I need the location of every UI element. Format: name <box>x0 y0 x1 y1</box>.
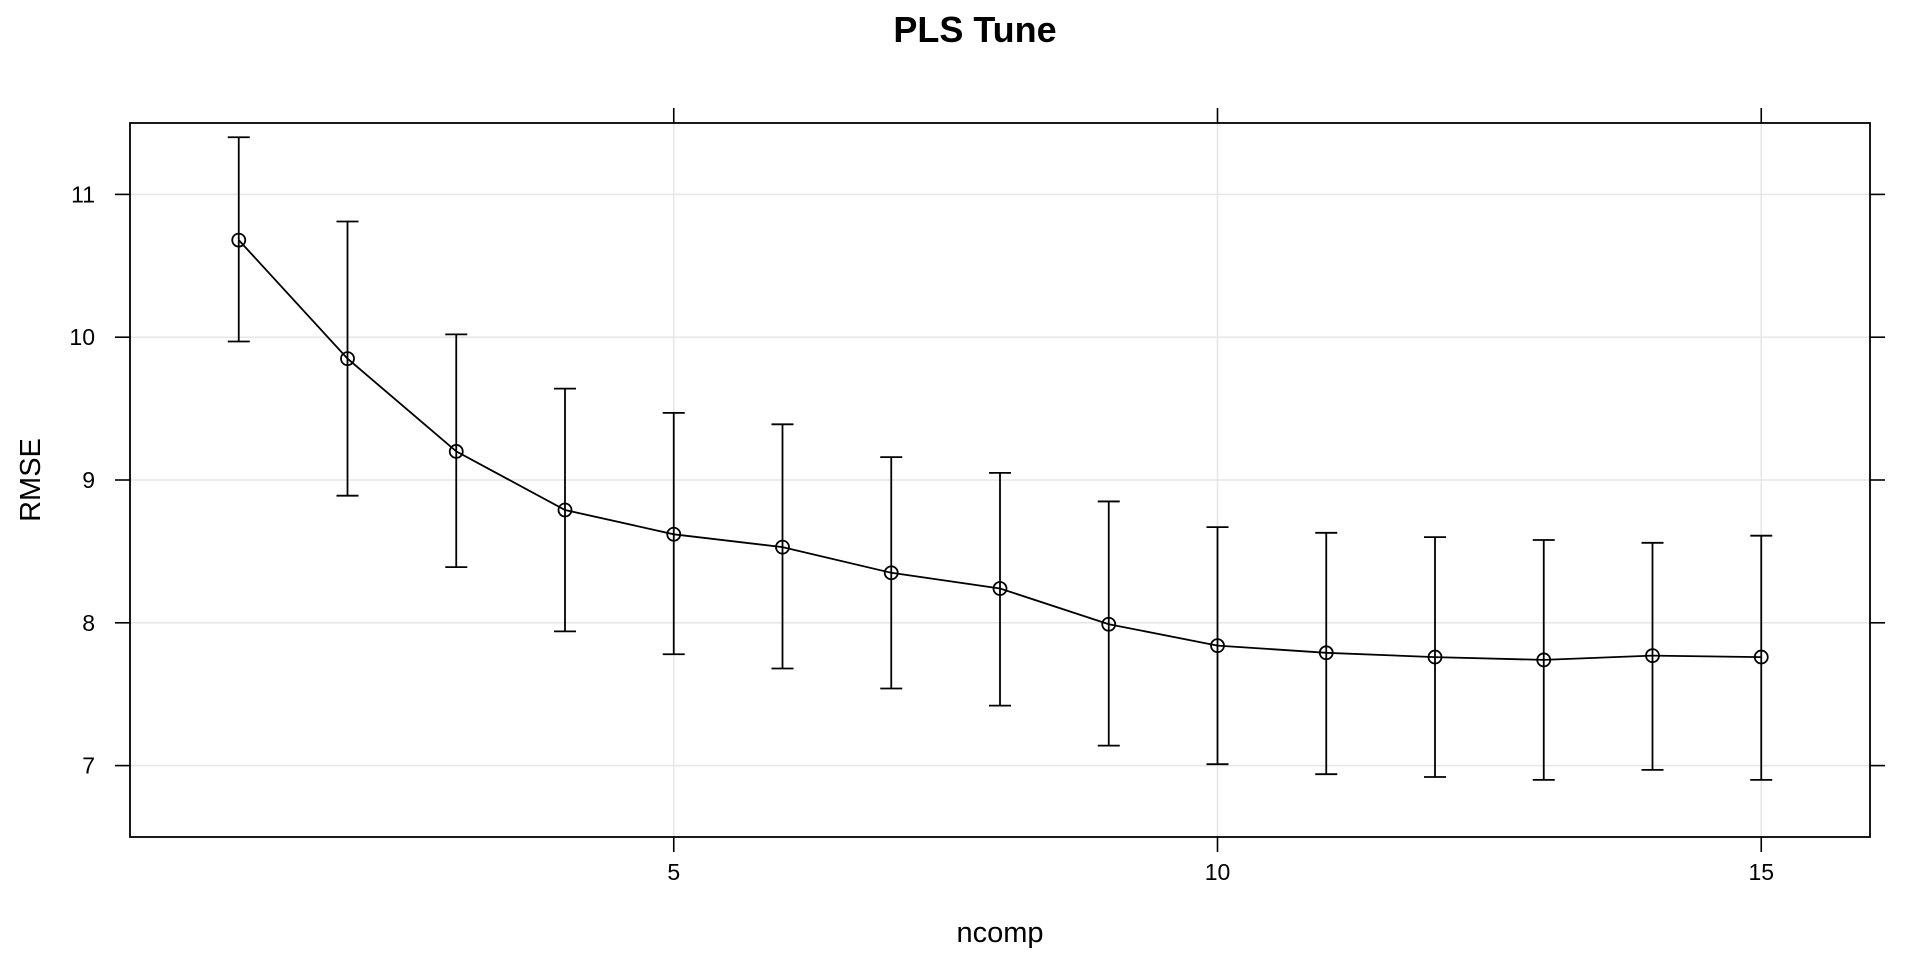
data-point <box>1101 616 1117 632</box>
data-point <box>1753 649 1769 665</box>
series-line-layer <box>238 239 1762 661</box>
chart-title: PLS Tune <box>893 9 1056 50</box>
data-point <box>883 565 899 581</box>
error-bars <box>227 136 1773 781</box>
series-line <box>238 239 1762 661</box>
data-point <box>992 581 1008 596</box>
y-axis-label: RMSE <box>15 438 47 522</box>
y-tick-label: 10 <box>69 324 95 350</box>
x-tick-label: 5 <box>667 859 680 885</box>
data-point <box>1210 638 1225 654</box>
data-point <box>448 444 464 459</box>
data-point <box>666 526 682 542</box>
y-tick-label: 7 <box>82 753 95 779</box>
data-point <box>1645 648 1660 664</box>
x-tick-label: 15 <box>1748 859 1774 885</box>
y-tick-label: 8 <box>82 610 95 636</box>
y-tick-label: 11 <box>71 181 95 207</box>
x-axis-label: ncomp <box>956 917 1043 949</box>
data-point <box>231 232 247 248</box>
y-tick-label: 9 <box>82 467 95 493</box>
data-point <box>557 502 573 518</box>
data-point <box>1427 649 1443 665</box>
data-point <box>1318 645 1334 661</box>
x-tick-label: 10 <box>1205 859 1231 885</box>
data-point <box>340 351 355 367</box>
axis-ticks: 5 10 15 7 8 9 10 11 <box>69 108 1885 885</box>
data-point <box>1536 652 1552 668</box>
data-points <box>231 232 1769 668</box>
data-point <box>775 539 790 555</box>
